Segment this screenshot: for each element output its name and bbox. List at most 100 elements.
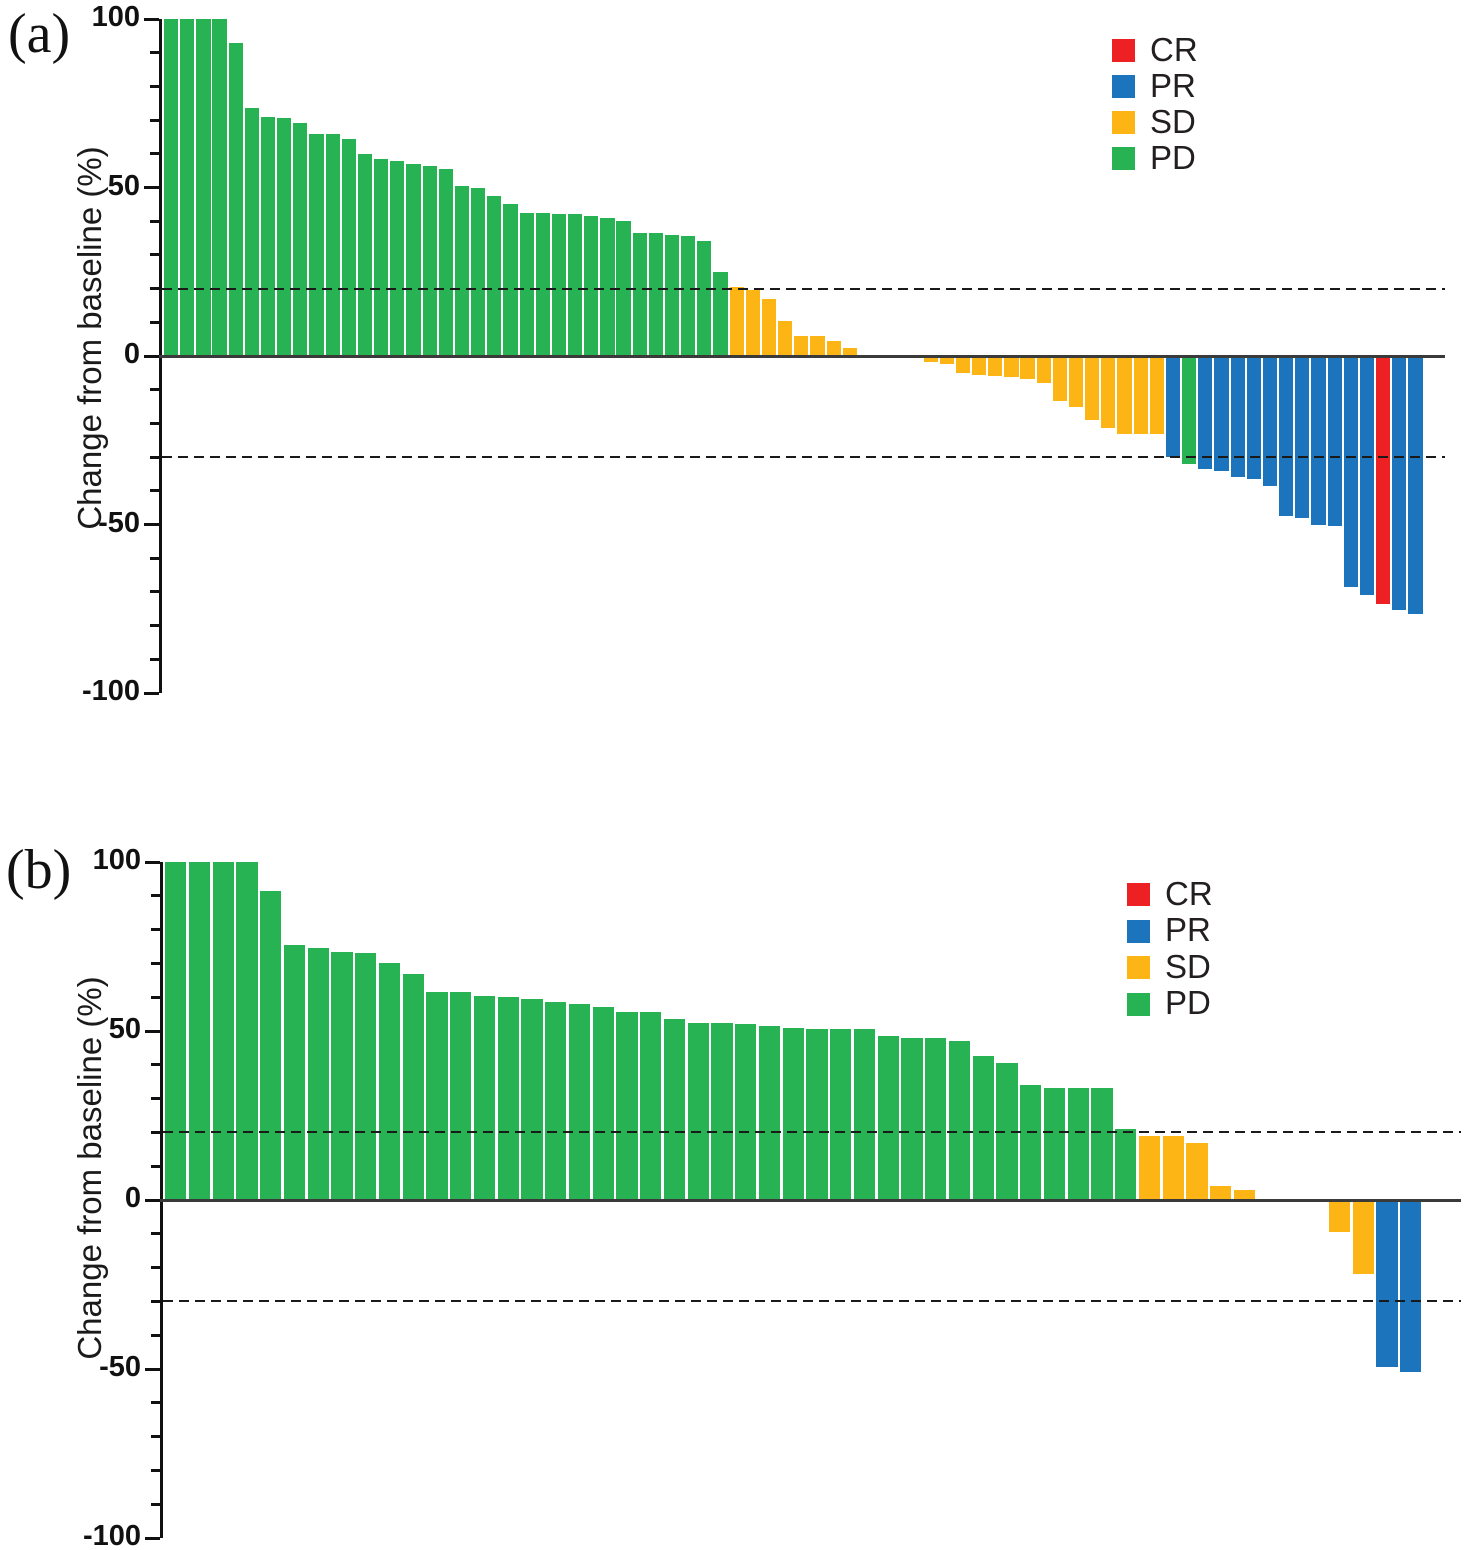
y-major-tick xyxy=(145,1367,160,1371)
bar-pd xyxy=(830,1029,852,1200)
bar-sd xyxy=(1328,1200,1351,1233)
bar-pd xyxy=(188,862,211,1200)
bar-pd xyxy=(357,153,373,356)
y-minor-tick xyxy=(150,84,159,88)
bar-pd xyxy=(877,1036,899,1200)
y-minor-tick xyxy=(150,556,159,560)
bar-pd xyxy=(325,133,340,356)
y-minor-tick xyxy=(150,152,159,156)
bar-pd xyxy=(438,168,453,356)
bar-pr xyxy=(1408,356,1423,614)
bar-pr xyxy=(1392,356,1407,611)
legend-label-cr: CR xyxy=(1165,874,1213,912)
bar-pd xyxy=(390,160,405,356)
y-minor-tick xyxy=(151,1164,160,1168)
bar-pd xyxy=(568,214,583,356)
bar-pd xyxy=(196,19,211,356)
y-major-tick xyxy=(144,186,159,189)
y-minor-tick xyxy=(151,1232,160,1236)
bar-pd xyxy=(165,862,187,1200)
bar-pr xyxy=(1230,356,1245,478)
y-minor-tick xyxy=(151,1401,160,1405)
bar-sd xyxy=(729,286,744,356)
bar-pd xyxy=(1067,1088,1089,1200)
bar-pd xyxy=(503,204,518,356)
y-major-tick xyxy=(144,523,159,526)
y-tick-label: -50 xyxy=(98,506,140,539)
y-major-tick xyxy=(145,860,160,864)
zero-baseline xyxy=(159,354,1445,358)
bar-pd xyxy=(782,1027,804,1200)
bar-pd xyxy=(473,995,496,1200)
y-minor-tick xyxy=(151,928,160,932)
y-minor-tick xyxy=(151,1063,160,1067)
y-minor-tick xyxy=(151,1468,160,1472)
legend-swatch-sd xyxy=(1127,956,1150,979)
bar-pd xyxy=(568,1003,591,1200)
bar-pd xyxy=(545,1002,567,1200)
bar-pd xyxy=(355,953,377,1200)
bar-pd xyxy=(711,1022,733,1200)
y-minor-tick xyxy=(150,624,159,628)
y-minor-tick xyxy=(150,455,159,459)
y-minor-tick xyxy=(150,219,159,223)
bar-pd xyxy=(422,165,437,356)
bar-pd xyxy=(1182,356,1197,464)
bar-sd xyxy=(1004,356,1019,378)
bar-pr xyxy=(1279,356,1294,517)
legend-label-pr: PR xyxy=(1150,66,1196,104)
panel-a-label: (a) xyxy=(8,3,71,65)
legend-swatch-pr xyxy=(1127,919,1150,943)
y-tick-label: 100 xyxy=(92,844,141,877)
bar-pr xyxy=(1295,356,1310,518)
bar-pr xyxy=(1165,356,1181,458)
bar-pd xyxy=(664,234,680,356)
bar-sd xyxy=(1133,356,1148,434)
y-major-tick xyxy=(145,1536,160,1540)
y-tick-label: 0 xyxy=(124,1182,141,1215)
bar-sd xyxy=(826,340,841,356)
bar-pd xyxy=(640,1012,662,1200)
legend-label-cr: CR xyxy=(1150,30,1198,68)
bar-sd xyxy=(939,356,954,365)
bar-sd xyxy=(955,356,971,373)
y-major-tick xyxy=(144,354,159,358)
bar-pr xyxy=(1262,356,1278,486)
bar-pd xyxy=(648,232,663,356)
bar-sd xyxy=(810,335,825,356)
bar-sd xyxy=(1085,356,1100,421)
bar-pd xyxy=(260,890,282,1200)
bar-sd xyxy=(1052,356,1067,402)
y-minor-tick xyxy=(151,1435,160,1439)
y-tick-label: -100 xyxy=(82,1520,141,1550)
bar-sd xyxy=(1068,356,1084,407)
bar-pd xyxy=(307,948,329,1200)
bar-pr xyxy=(1400,1200,1422,1373)
y-minor-tick xyxy=(151,1333,160,1337)
bar-pd xyxy=(236,862,258,1200)
bar-pd xyxy=(277,118,292,356)
legend-swatch-pd xyxy=(1127,992,1150,1016)
bar-pd xyxy=(687,1022,709,1200)
bar-pd xyxy=(331,951,353,1200)
panel-b-label: (b) xyxy=(6,839,72,901)
y-tick-label: 50 xyxy=(107,169,140,202)
bar-sd xyxy=(1020,356,1035,379)
legend-label-pd: PD xyxy=(1165,984,1211,1022)
y-major-tick xyxy=(145,1029,160,1033)
legend-label-pr: PR xyxy=(1165,911,1211,949)
bar-pd xyxy=(584,216,599,356)
bar-sd xyxy=(794,335,809,356)
bar-sd xyxy=(1138,1135,1161,1200)
bar-pd xyxy=(758,1025,781,1200)
bar-sd xyxy=(1186,1142,1208,1200)
y-minor-tick xyxy=(150,388,159,392)
bar-pd xyxy=(471,187,486,356)
bar-pd xyxy=(948,1041,971,1200)
y-tick-label: -50 xyxy=(99,1351,141,1384)
bar-pd xyxy=(853,1029,876,1200)
bar-pd xyxy=(228,42,243,356)
bar-sd xyxy=(972,356,987,375)
y-minor-tick xyxy=(150,489,159,493)
